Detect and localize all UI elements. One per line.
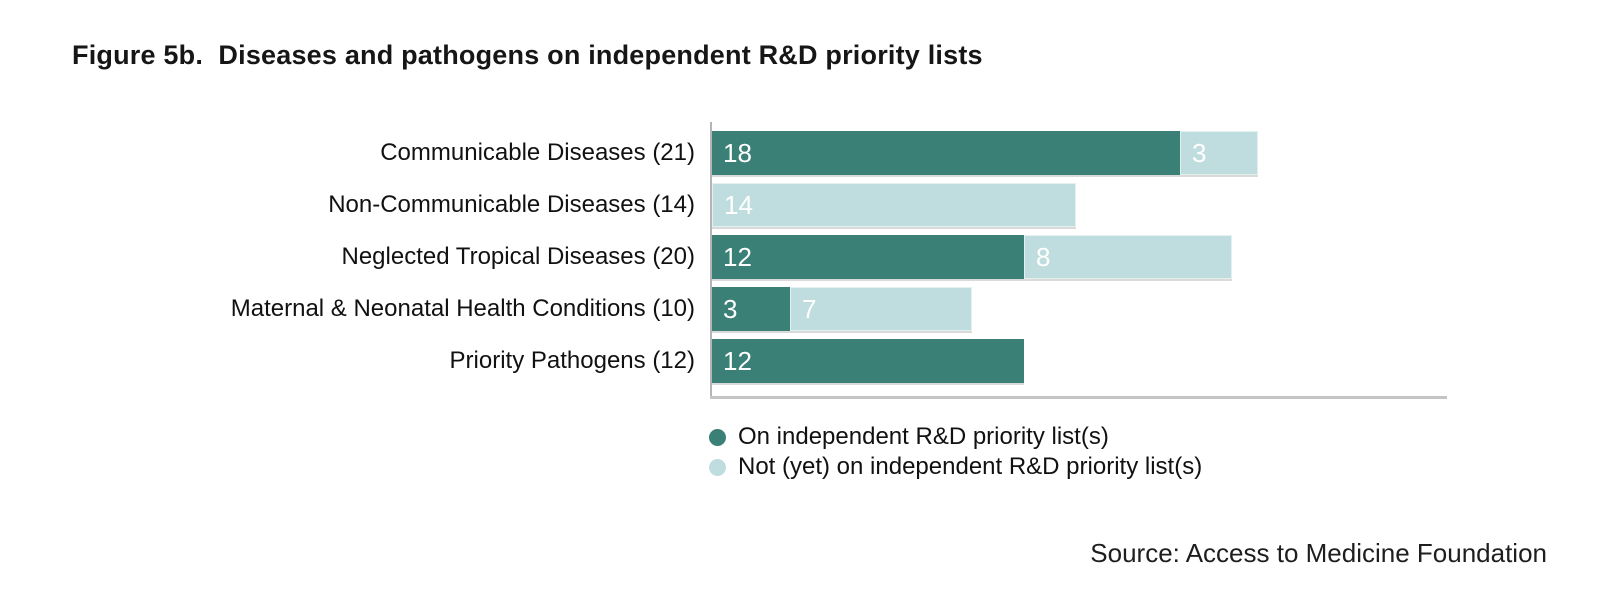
- bar-segment-not-on-list: 7: [790, 287, 972, 331]
- bar-segment-on-list: 18: [712, 131, 1180, 175]
- category-label: Communicable Diseases (21): [380, 139, 695, 166]
- bar-row: 12: [712, 339, 1258, 383]
- legend-dot-not-on-list-icon: [709, 458, 726, 476]
- category-label: Non-Communicable Diseases (14): [328, 191, 695, 218]
- y-axis-line: [710, 122, 712, 399]
- bar-value-label: 3: [1192, 137, 1207, 168]
- category-label: Priority Pathogens (12): [449, 347, 695, 374]
- bar-row: 14: [712, 183, 1258, 227]
- bar-value-label: 14: [724, 189, 753, 220]
- legend-item-not-on-list: Not (yet) on independent R&D priority li…: [709, 452, 1202, 482]
- bar-segment-on-list: 3: [712, 287, 790, 331]
- bar-value-label: 12: [723, 241, 752, 272]
- bar-value-label: 8: [1036, 241, 1051, 272]
- bar-value-label: 7: [802, 293, 817, 324]
- legend-item-on-list: On independent R&D priority list(s): [709, 422, 1202, 452]
- bar-value-label: 18: [723, 137, 752, 168]
- bar-segment-not-on-list: 3: [1180, 131, 1258, 175]
- bar-row: 12 8: [712, 235, 1258, 279]
- bar-segment-on-list: 12: [712, 235, 1024, 279]
- legend-label: On independent R&D priority list(s): [738, 423, 1109, 450]
- bar-row: 18 3: [712, 131, 1258, 175]
- bar-value-label: 12: [723, 345, 752, 376]
- bar-segment-not-on-list: 8: [1024, 235, 1232, 279]
- category-label: Neglected Tropical Diseases (20): [341, 243, 696, 270]
- bar-plot-area: 18 3 14 12 8 3 7 12: [712, 131, 1258, 391]
- figure-title: Figure 5b. Diseases and pathogens on ind…: [72, 40, 983, 70]
- category-labels: Communicable Diseases (21) Non-Communicab…: [0, 131, 695, 391]
- bar-segment-on-list: 12: [712, 339, 1024, 383]
- bar-segment-not-on-list: 14: [712, 183, 1076, 227]
- source-text: Source: Access to Medicine Foundation: [1090, 538, 1547, 568]
- legend: On independent R&D priority list(s) Not …: [709, 422, 1202, 482]
- bar-value-label: 3: [723, 293, 738, 324]
- legend-label: Not (yet) on independent R&D priority li…: [738, 453, 1203, 480]
- x-axis-line: [710, 396, 1447, 399]
- legend-dot-on-list-icon: [709, 428, 726, 446]
- category-label: Maternal & Neonatal Health Conditions (1…: [230, 295, 695, 322]
